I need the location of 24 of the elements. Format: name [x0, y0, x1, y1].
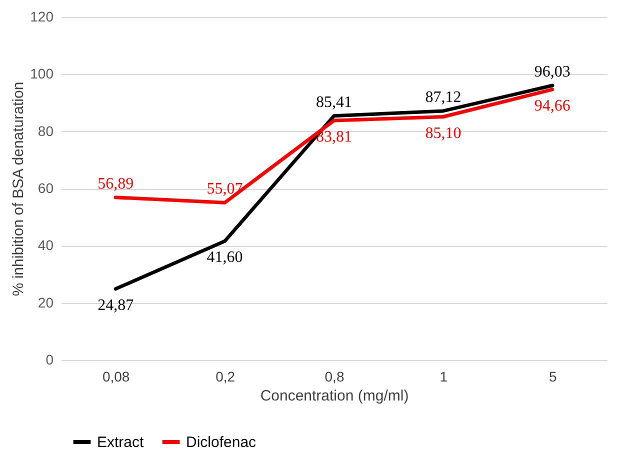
- legend-label: Diclofenac: [186, 434, 257, 451]
- y-axis-title: % inhibition of BSA denaturation: [10, 82, 28, 296]
- x-tick-label: 0,8: [324, 368, 344, 384]
- data-label: 87,12: [425, 88, 462, 106]
- data-label: 56,89: [98, 175, 134, 192]
- data-label: 24,87: [98, 296, 134, 314]
- y-tick-label: 20: [38, 294, 54, 310]
- x-tick-label: 1: [440, 368, 448, 384]
- y-tick-label: 100: [30, 66, 54, 82]
- x-tick-label: 5: [549, 368, 557, 384]
- y-tick-label: 60: [38, 180, 54, 196]
- data-label: 85,10: [425, 124, 462, 142]
- data-label: 94,66: [534, 97, 570, 114]
- y-tick-label: 0: [46, 352, 54, 368]
- legend-label: Extract: [97, 434, 145, 451]
- y-tick-label: 120: [30, 8, 54, 24]
- data-label: 41,60: [206, 249, 243, 266]
- data-label: 85,41: [316, 94, 352, 111]
- data-label: 96,03: [534, 64, 570, 81]
- x-axis-title: Concentration (mg/ml): [260, 388, 409, 404]
- y-tick-label: 80: [38, 122, 54, 139]
- y-tick-label: 40: [38, 237, 54, 254]
- x-tick-label: 0,08: [102, 368, 130, 384]
- x-tick-label: 0,2: [216, 368, 236, 384]
